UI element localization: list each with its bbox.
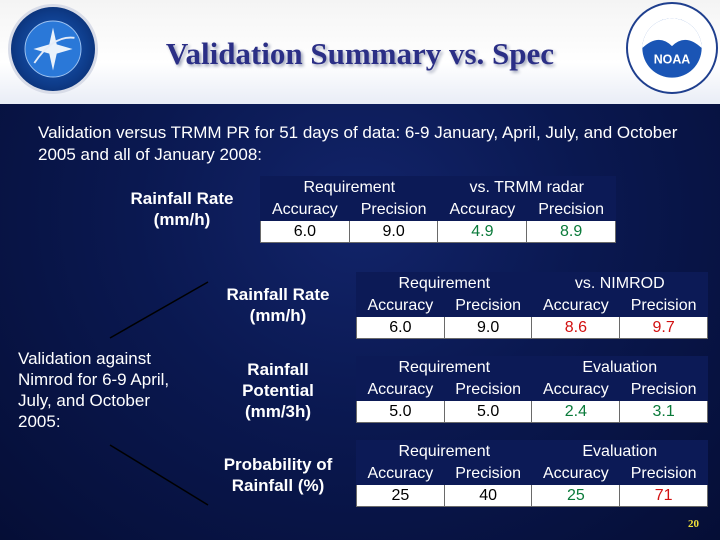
col-accuracy: Accuracy <box>356 378 445 401</box>
value-cell: 71 <box>619 484 708 507</box>
noaa-emblem: NOAA <box>642 18 702 78</box>
nimrod-note: Validation against Nimrod for 6-9 April,… <box>18 349 170 431</box>
page-title: Validation Summary vs. Spec <box>165 36 555 71</box>
col-accuracy: Accuracy <box>356 294 445 317</box>
col-precision: Precision <box>619 378 708 401</box>
trmm-table: Requirement vs. TRMM radar Accuracy Prec… <box>259 176 616 243</box>
value-cell: 3.1 <box>619 400 708 423</box>
potential-table: Requirement Evaluation Accuracy Precisio… <box>355 356 708 423</box>
value-cell: 40 <box>443 484 533 507</box>
col-precision: Precision <box>443 462 533 485</box>
value-cell: 9.0 <box>348 220 439 243</box>
col-accuracy: Accuracy <box>260 198 350 221</box>
nimrod-rate-row-label: Rainfall Rate (mm/h) <box>226 285 330 325</box>
value-cell: 5.0 <box>443 400 533 423</box>
value-cell: 25 <box>356 484 445 507</box>
col-accuracy: Accuracy <box>531 462 621 485</box>
nimrod-rate-table: Requirement vs. NIMROD Accuracy Precisio… <box>355 272 708 339</box>
col-accuracy: Accuracy <box>531 294 621 317</box>
col-precision: Precision <box>619 294 708 317</box>
potential-row-label: Rainfall Potential (mm/3h) <box>242 360 314 421</box>
value-cell: 5.0 <box>356 400 445 423</box>
col-accuracy: Accuracy <box>356 462 445 485</box>
title-band <box>0 0 720 104</box>
nesdis-star-logo-icon <box>8 4 98 94</box>
nimrod-comparison-header: vs. NIMROD <box>531 272 708 295</box>
trmm-requirement-header: Requirement <box>259 176 439 199</box>
noaa-logo-text: NOAA <box>654 52 691 66</box>
col-accuracy: Accuracy <box>531 378 621 401</box>
trmm-row-label: Rainfall Rate (mm/h) <box>130 189 234 229</box>
potential-evaluation-header: Evaluation <box>531 356 708 379</box>
intro-text: Validation versus TRMM PR for 51 days of… <box>38 123 678 164</box>
value-cell: 6.0 <box>260 220 350 243</box>
probability-requirement-header: Requirement <box>355 440 533 463</box>
value-cell: 8.6 <box>531 316 621 339</box>
value-cell: 9.0 <box>443 316 533 339</box>
value-cell: 9.7 <box>619 316 708 339</box>
star-emblem <box>24 20 82 78</box>
page-number: 20 <box>688 518 699 530</box>
col-accuracy: Accuracy <box>437 198 528 221</box>
col-precision: Precision <box>526 198 616 221</box>
value-cell: 2.4 <box>531 400 621 423</box>
value-cell: 25 <box>531 484 621 507</box>
trmm-comparison-header: vs. TRMM radar <box>437 176 616 199</box>
col-precision: Precision <box>619 462 708 485</box>
value-cell: 8.9 <box>526 220 616 243</box>
potential-requirement-header: Requirement <box>355 356 533 379</box>
col-precision: Precision <box>443 294 533 317</box>
value-cell: 6.0 <box>356 316 445 339</box>
probability-table: Requirement Evaluation Accuracy Precisio… <box>355 440 708 507</box>
noaa-seagull-logo-icon: NOAA <box>626 2 718 94</box>
probability-evaluation-header: Evaluation <box>531 440 708 463</box>
col-precision: Precision <box>443 378 533 401</box>
probability-row-label: Probability of Rainfall (%) <box>223 455 333 495</box>
nimrod-requirement-header: Requirement <box>355 272 533 295</box>
